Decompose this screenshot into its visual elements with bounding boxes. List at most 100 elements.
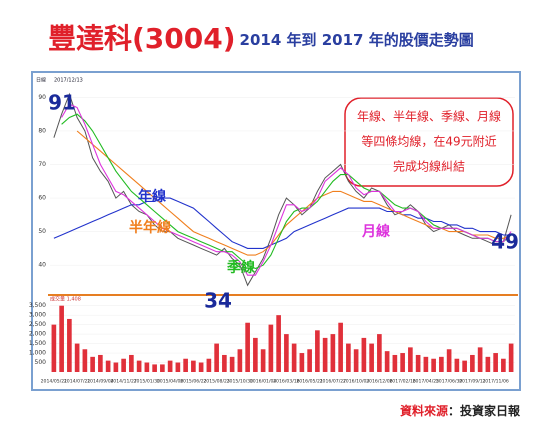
volume-bar: [214, 343, 219, 372]
x-tick-label: 2014/11/27: [110, 379, 137, 385]
volume-bar: [206, 358, 212, 372]
callout-text: 完成均線糾結: [393, 159, 465, 174]
volume-bar: [377, 334, 382, 372]
volume-bar: [253, 337, 258, 372]
volume-bar: [51, 324, 57, 372]
volume-bar: [346, 343, 351, 372]
volume-bar: [493, 353, 498, 372]
annotation: 年線: [138, 188, 166, 205]
volume-bar: [144, 362, 150, 372]
volume-tick-label: 3,500: [29, 302, 46, 309]
x-tick-label: 2016/10/03: [343, 379, 370, 385]
x-tick-label: 2016/12/06: [366, 379, 393, 385]
volume-bar: [485, 356, 491, 372]
x-tick-label: 2016/07/27: [320, 379, 347, 385]
volume-bar: [82, 349, 88, 372]
volume-bar: [113, 362, 119, 372]
volume-bar: [470, 354, 475, 372]
volume-bar: [361, 337, 367, 372]
x-tick-label: 2016/03/16: [273, 379, 300, 385]
x-tick-label: 2015/10/30: [227, 379, 254, 385]
info-text: 日線: [36, 77, 46, 84]
volume-bar: [462, 360, 467, 372]
x-tick-label: 2017/11/06: [482, 379, 509, 385]
subtitle: 2014 年到 2017 年的股價走勢圖: [240, 31, 474, 49]
x-tick-label: 2017/02/16: [389, 379, 416, 385]
volume-bar: [408, 347, 413, 372]
x-tick-label: 2017/09/11: [459, 379, 486, 385]
volume-bar: [439, 356, 444, 372]
volume-bar: [454, 358, 460, 372]
volume-bar: [477, 347, 483, 372]
volume-tick-label: 1,500: [29, 340, 46, 347]
x-tick-label: 2017/04/25: [413, 379, 440, 385]
volume-bar: [400, 353, 405, 372]
volume-tick-label: 1,000: [29, 350, 46, 357]
volume-bar: [322, 337, 328, 372]
volume-bar: [315, 330, 320, 372]
volume-bar: [245, 322, 250, 372]
volume-label: 成交量 1,408: [50, 296, 81, 303]
ma-line: [61, 113, 512, 270]
volume-bar: [291, 343, 297, 372]
callout-box: [344, 97, 514, 187]
x-tick-label: 2014/05/21: [41, 379, 68, 385]
y-tick-label: 70: [38, 161, 46, 168]
volume-bar: [384, 351, 390, 372]
volume-bar: [67, 318, 72, 372]
callout-text: 年線、半年線、季線、月線: [357, 109, 501, 124]
volume-bar: [415, 354, 421, 372]
volume-bar: [98, 354, 103, 372]
volume-bar: [136, 360, 142, 372]
volume-tick-label: 500: [35, 359, 47, 366]
x-tick-label: 2014/09/04: [87, 379, 114, 385]
volume-bar: [160, 364, 165, 372]
annotation: 49: [491, 230, 519, 254]
volume-bar: [307, 349, 312, 372]
x-tick-label: 2015/06/22: [180, 379, 207, 385]
volume-bar: [268, 324, 274, 372]
x-tick-label: 2015/08/23: [203, 379, 230, 385]
volume-tick-label: 2,000: [29, 331, 46, 338]
volume-bar: [330, 334, 336, 372]
volume-bar: [284, 334, 289, 372]
volume-bar: [501, 358, 506, 372]
ma-line: [61, 103, 512, 276]
title-main: 豐達科(3004): [48, 22, 236, 55]
volume-bar: [423, 356, 429, 372]
volume-tick-label: 2,500: [29, 321, 46, 328]
volume-bar: [191, 360, 196, 372]
volume-bar: [276, 315, 281, 372]
y-tick-label: 50: [38, 228, 46, 235]
volume-bar: [152, 364, 157, 372]
annotation: 月線: [361, 223, 390, 240]
y-tick-label: 80: [38, 127, 46, 134]
volume-bar: [198, 362, 204, 372]
info-text: 2017/12/13: [54, 78, 83, 84]
volume-bar: [222, 354, 227, 372]
volume-bar: [129, 354, 134, 372]
volume-bar: [90, 356, 95, 372]
x-tick-label: 2017/06/30: [436, 379, 463, 385]
ma-line: [53, 197, 512, 249]
annotation: 季線: [226, 259, 255, 276]
volume-tick-label: 3,000: [29, 312, 46, 319]
volume-bar: [508, 343, 514, 372]
volume-bar: [338, 322, 343, 372]
source-label: 資料來源: [400, 403, 448, 418]
volume-bar: [105, 360, 111, 372]
volume-bar: [229, 356, 235, 372]
volume-bar: [446, 349, 452, 372]
volume-bar: [260, 349, 266, 372]
chart-title: 豐達科(3004) 2014 年到 2017 年的股價走勢圖: [48, 22, 474, 55]
volume-bar: [59, 305, 64, 372]
annotation: 34: [204, 289, 232, 313]
annotation: 半年線: [129, 219, 171, 236]
volume-bar: [175, 362, 181, 372]
y-tick-label: 90: [38, 94, 46, 101]
volume-bar: [299, 353, 305, 372]
price-line: [53, 92, 512, 287]
annotation: 91: [48, 91, 76, 115]
